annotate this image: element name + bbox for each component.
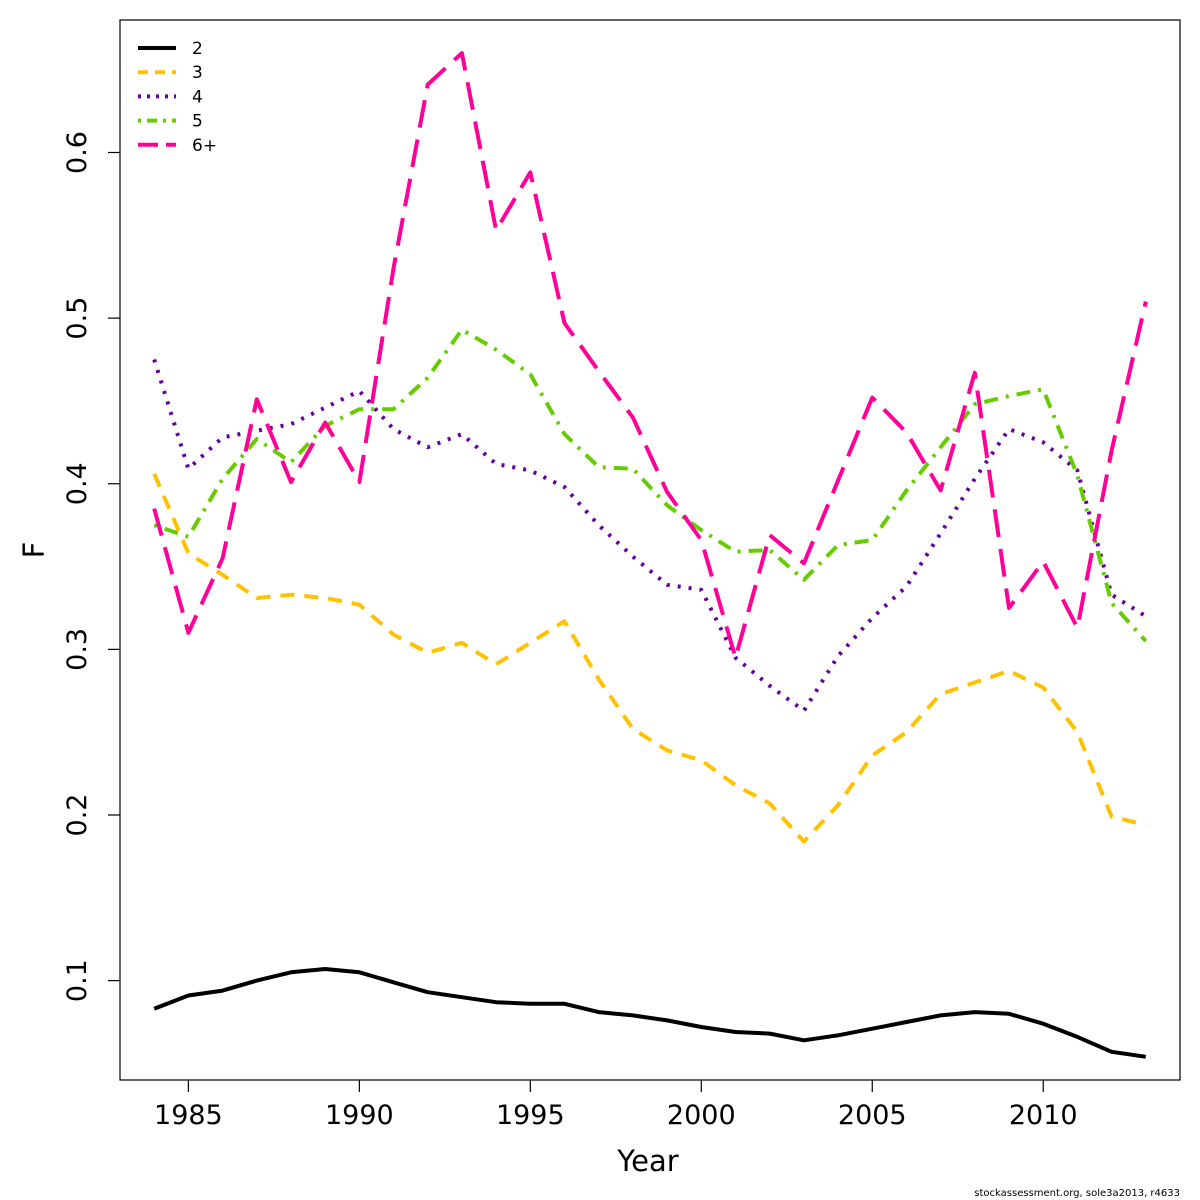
x-tick-label: 2010 <box>1009 1100 1078 1131</box>
legend-label: 6+ <box>192 136 217 156</box>
legend-label: 3 <box>192 63 203 83</box>
series-line-1 <box>153 967 1147 1059</box>
y-tick-label: 0.6 <box>62 131 93 174</box>
legend-label: 4 <box>192 87 203 107</box>
x-tick-label: 1985 <box>154 1100 223 1131</box>
legend: 2 3 4 5 6+ <box>138 39 217 156</box>
plot-frame <box>119 19 1181 1081</box>
x-tick-label: 2000 <box>667 1100 736 1131</box>
series-line-4 <box>153 327 1148 643</box>
x-tick-label: 1990 <box>325 1100 394 1131</box>
y-tick-label: 0.1 <box>62 959 93 1002</box>
series-layer <box>152 51 1148 1059</box>
x-tick-label: 2005 <box>838 1100 907 1131</box>
credit-text: stockassessment.org, sole3a2013, r4633 <box>974 1188 1180 1199</box>
y-tick-label: 0.3 <box>62 628 93 671</box>
series-line-5 <box>152 51 1148 660</box>
x-axis-label: Year <box>616 1144 678 1178</box>
series-line-3 <box>152 358 1147 713</box>
legend-label: 5 <box>192 112 203 132</box>
x-axis: 1985 1990 1995 2000 2005 2010 <box>154 1080 1078 1131</box>
y-axis-label: F <box>17 542 51 559</box>
legend-label: 2 <box>192 39 203 59</box>
series-line-2 <box>152 473 1147 844</box>
x-tick-label: 1995 <box>496 1100 565 1131</box>
y-tick-label: 0.4 <box>62 462 93 505</box>
y-tick-label: 0.5 <box>62 297 93 340</box>
y-tick-label: 0.2 <box>62 794 93 837</box>
y-axis: 0.1 0.2 0.3 0.4 0.5 0.6 <box>62 131 120 1002</box>
